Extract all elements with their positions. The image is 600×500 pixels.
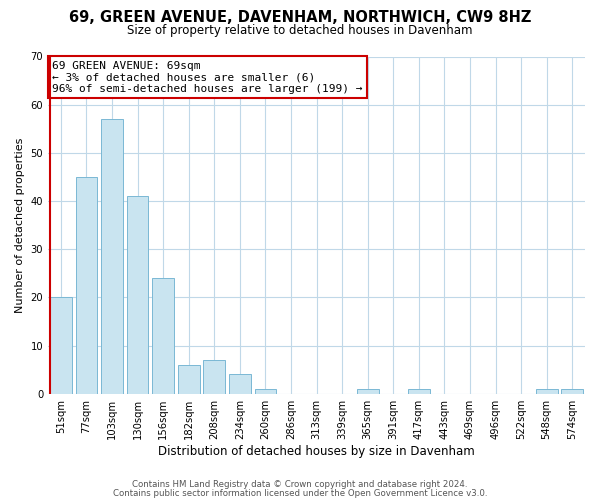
Bar [127,196,148,394]
Bar [408,389,430,394]
Text: 69 GREEN AVENUE: 69sqm
← 3% of detached houses are smaller (6)
96% of semi-detac: 69 GREEN AVENUE: 69sqm ← 3% of detached … [52,60,363,94]
X-axis label: Distribution of detached houses by size in Davenham: Distribution of detached houses by size … [158,444,475,458]
Text: Size of property relative to detached houses in Davenham: Size of property relative to detached ho… [127,24,473,37]
Text: Contains public sector information licensed under the Open Government Licence v3: Contains public sector information licen… [113,489,487,498]
Bar [203,360,225,394]
Bar [178,365,200,394]
Bar [50,298,71,394]
Bar [562,389,583,394]
Bar [229,374,251,394]
Text: 69, GREEN AVENUE, DAVENHAM, NORTHWICH, CW9 8HZ: 69, GREEN AVENUE, DAVENHAM, NORTHWICH, C… [69,10,531,25]
Bar [152,278,174,394]
Bar [357,389,379,394]
Bar [254,389,276,394]
Text: Contains HM Land Registry data © Crown copyright and database right 2024.: Contains HM Land Registry data © Crown c… [132,480,468,489]
Bar [76,177,97,394]
Bar [536,389,557,394]
Y-axis label: Number of detached properties: Number of detached properties [15,138,25,313]
Bar [101,119,123,394]
